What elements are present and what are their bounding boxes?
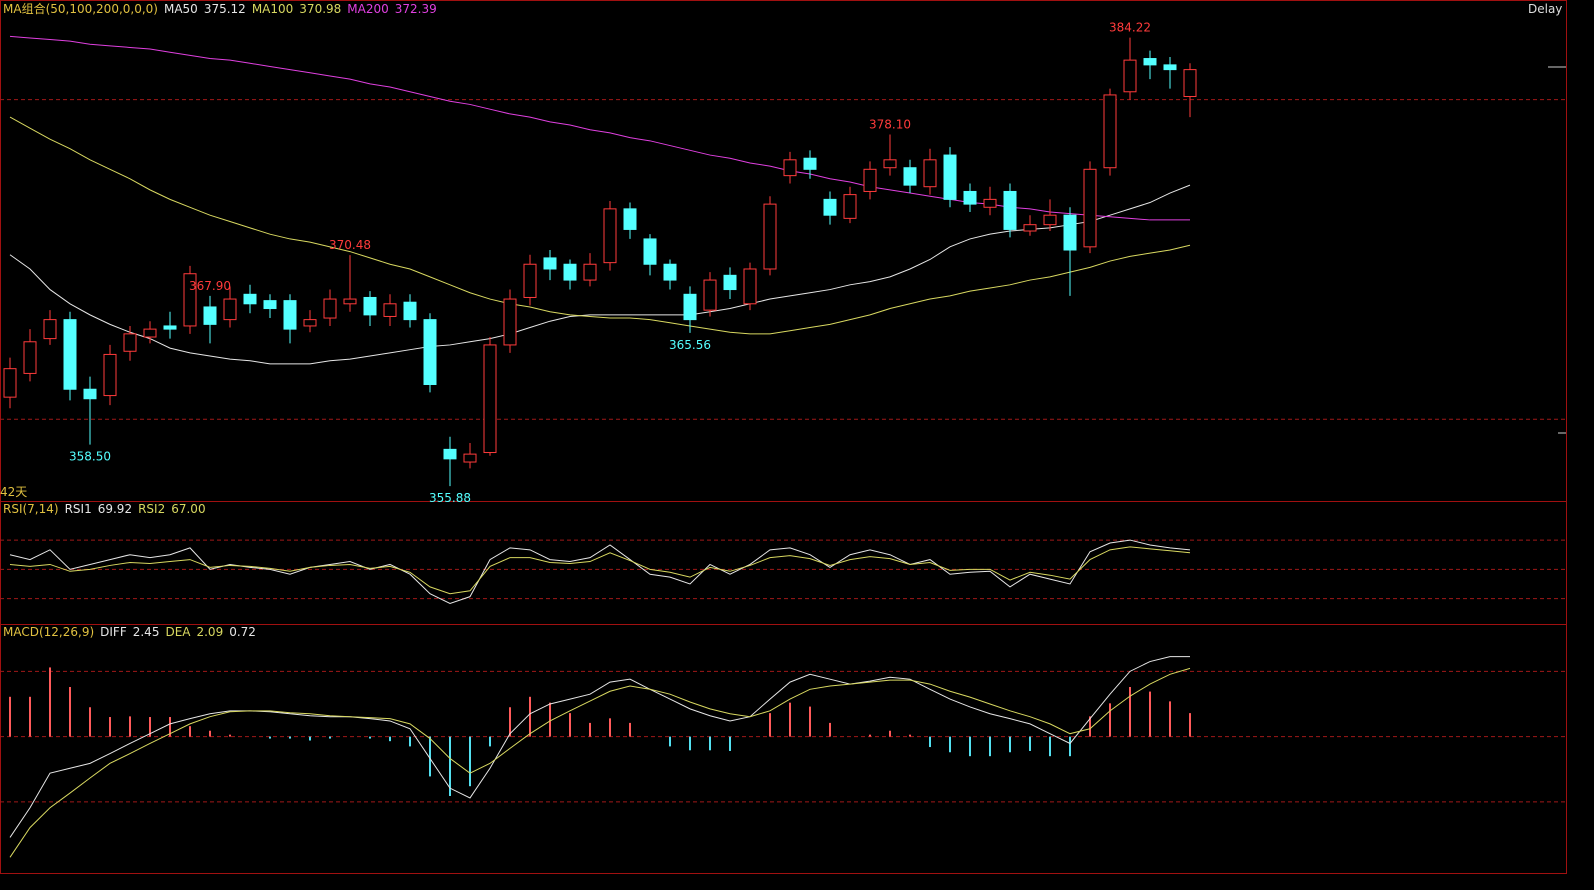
legend-name: MA200 <box>347 2 389 16</box>
extreme-label: 358.50 <box>69 450 111 464</box>
candle-body <box>243 293 257 305</box>
candle-body <box>123 333 137 352</box>
indicator-line <box>9 546 1191 595</box>
candle-body <box>1103 94 1117 169</box>
legend-value: 0.72 <box>229 625 256 639</box>
candle-body <box>403 301 417 321</box>
candle-body <box>683 293 697 321</box>
candle-body <box>363 296 377 316</box>
candle-body <box>943 154 957 200</box>
candle-body <box>1023 224 1037 232</box>
candle-body <box>423 319 437 385</box>
legend-value: 2.45 <box>132 625 160 639</box>
candle-body <box>203 306 217 325</box>
candle-body <box>803 157 817 170</box>
frame <box>0 0 1567 874</box>
candle-body <box>523 263 537 298</box>
legend-name: MA50 <box>163 2 198 16</box>
extreme-label: 365.56 <box>669 338 711 352</box>
candle-body <box>63 319 77 390</box>
candle-body <box>223 298 237 321</box>
candle-body <box>383 303 397 317</box>
legend-value: 2.09 <box>196 625 224 639</box>
legend-name: DEA <box>165 625 191 639</box>
indicator-line <box>9 539 1191 605</box>
candle-body <box>903 167 917 186</box>
indicator-line <box>9 116 1191 335</box>
candle-body <box>623 208 637 230</box>
candle-body <box>1003 190 1017 230</box>
extreme-label: 370.48 <box>329 238 371 252</box>
candle-body <box>103 353 117 397</box>
legend-value: 370.98 <box>299 2 342 16</box>
indicator-line <box>9 184 1191 365</box>
candle-body <box>183 273 197 327</box>
candle-body <box>483 344 497 454</box>
candle-body <box>1143 58 1157 66</box>
indicator-line <box>9 667 1191 858</box>
candle-body <box>983 198 997 208</box>
candle-body <box>463 453 477 463</box>
candle-body <box>783 159 797 177</box>
candle-body <box>723 274 737 291</box>
candle-body <box>763 203 777 270</box>
indicator-title: MACD(12,26,9) <box>3 625 95 639</box>
legend-value: 69.92 <box>97 502 133 516</box>
legend-name: RSI2 <box>138 502 166 516</box>
candle-body <box>583 263 597 281</box>
indicator-line <box>9 656 1190 838</box>
candle-body <box>883 159 897 169</box>
candle-body <box>263 300 277 310</box>
candle-body <box>1083 168 1097 248</box>
candle-body <box>143 328 157 338</box>
candle-body <box>1043 214 1057 226</box>
period-label: 42天 <box>0 485 27 499</box>
candle-body <box>963 190 977 205</box>
extreme-label: 355.88 <box>429 491 471 505</box>
status: Delay <box>1528 2 1562 16</box>
candle-body <box>823 198 837 216</box>
candle-body <box>863 168 877 192</box>
legend-name: MA100 <box>251 2 294 16</box>
candle-body <box>1123 59 1137 93</box>
candle-body <box>563 263 577 281</box>
extreme-label: 384.22 <box>1109 21 1151 35</box>
candle-body <box>663 263 677 281</box>
panel-legend: MA组合(50,100,200,0,0,0) MA50 375.12 MA100 370… <box>3 0 443 17</box>
extreme-label: 378.10 <box>869 117 911 131</box>
extreme-label: 367.90 <box>189 279 231 293</box>
candle-body <box>603 208 617 264</box>
candle-body <box>23 341 37 374</box>
panel-legend: RSI(7,14) RSI1 69.92 RSI2 67.00 <box>3 502 212 516</box>
legend-name: DIFF <box>100 625 127 639</box>
candle-body <box>923 159 937 188</box>
indicator-title: RSI(7,14) <box>3 502 59 516</box>
legend-value: 67.00 <box>171 502 206 516</box>
candle-body <box>43 319 57 340</box>
candle-body <box>503 298 517 346</box>
candle-body <box>323 298 337 319</box>
candle-body <box>163 325 177 330</box>
candle-body <box>543 257 557 270</box>
candle-body <box>343 298 357 305</box>
panel-legend: MACD(12,26,9) DIFF 2.45 DEA 2.09 0.72 <box>3 625 262 639</box>
candle-body <box>743 268 757 305</box>
candle-body <box>303 319 317 327</box>
legend-name: RSI1 <box>64 502 92 516</box>
candle-body <box>283 300 297 330</box>
candle-body <box>3 368 17 398</box>
legend-value: 375.12 <box>203 2 246 16</box>
candle-body <box>443 448 457 460</box>
candle-body <box>843 194 857 219</box>
indicator-title: MA组合(50,100,200,0,0,0) <box>3 2 158 16</box>
candle-body <box>1183 69 1197 98</box>
candle-body <box>643 238 657 265</box>
legend-value: 372.39 <box>394 2 437 16</box>
candle-body <box>703 279 717 311</box>
candle-body <box>1063 214 1077 251</box>
candle-body <box>1163 64 1177 71</box>
candle-body <box>83 388 97 400</box>
